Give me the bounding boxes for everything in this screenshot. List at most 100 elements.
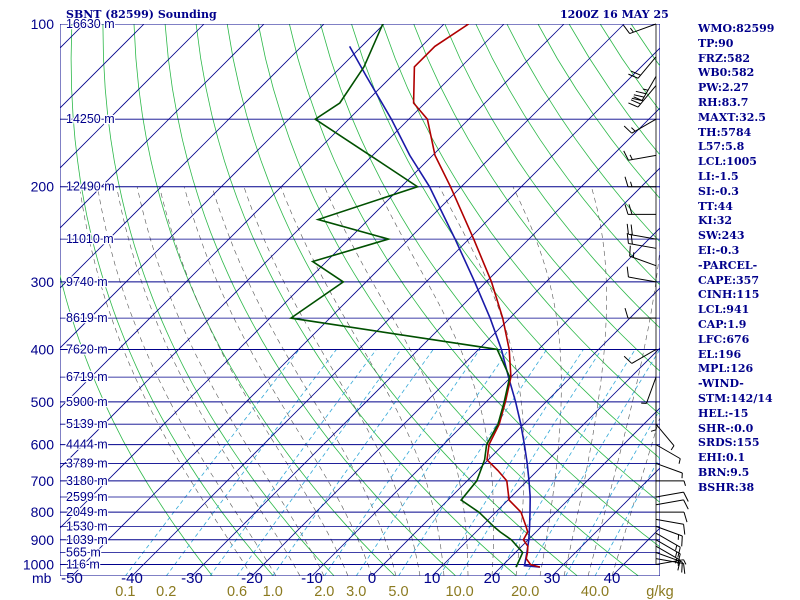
- mixing-ratio-line: [398, 349, 548, 576]
- index-item: LFC:676: [698, 332, 750, 346]
- index-item: CINH:115: [698, 288, 760, 302]
- mixing-ratio-line: [524, 349, 660, 576]
- index-item: WB0:582: [698, 66, 755, 80]
- pressure-label: 200: [31, 179, 55, 195]
- moist-adiabat: [136, 186, 325, 576]
- height-label: 9740 m: [66, 275, 108, 289]
- pressure-label: 400: [31, 341, 55, 357]
- barb-flag: [626, 266, 629, 278]
- barb-half-flag: [642, 88, 649, 91]
- dry-adiabat: [70, 24, 274, 576]
- barb-flag: [629, 245, 631, 257]
- barb-flag: [630, 233, 633, 245]
- mixing-ratio-label: 20.0: [511, 584, 539, 600]
- wind-barb: [623, 349, 657, 364]
- barb-flag: [677, 553, 681, 565]
- wind-barb: [655, 518, 686, 535]
- height-label: 11010 m: [66, 232, 114, 246]
- barb-shaft: [628, 242, 657, 249]
- mixing-ratio-line: [124, 349, 300, 576]
- wind-barb: [655, 499, 689, 510]
- barb-flag: [631, 97, 643, 102]
- barb-shaft: [655, 525, 683, 537]
- pressure-unit-label: mb: [32, 570, 52, 586]
- parcel-trace: [348, 46, 540, 568]
- dry-adiabat: [102, 24, 335, 576]
- barb-shaft: [655, 423, 675, 446]
- index-item: TT:44: [698, 199, 733, 213]
- barb-flag: [624, 204, 629, 215]
- mixing-ratio-line: [165, 349, 337, 576]
- barb-flag: [628, 204, 633, 215]
- isotherm: [131, 47, 660, 576]
- index-item: SI:-0.3: [698, 184, 739, 198]
- mixing-ratio-label: 3.0: [346, 584, 366, 600]
- height-label: 6719 m: [66, 370, 108, 384]
- barb-flag: [624, 307, 629, 319]
- height-label: 3180 m: [66, 474, 108, 488]
- wind-barb: [623, 118, 657, 134]
- barb-shaft: [637, 85, 657, 108]
- height-label: 4444 m: [66, 438, 108, 452]
- barb-shaft: [628, 154, 657, 161]
- temperature-tick-label: -20: [241, 570, 263, 587]
- barb-half-flag: [670, 445, 675, 451]
- barb-half-flag: [683, 480, 686, 486]
- mixing-ratio-label: 0.2: [156, 584, 176, 600]
- barb-shaft: [628, 276, 657, 283]
- barb-shaft: [655, 552, 683, 563]
- wind-barb: [655, 545, 681, 571]
- wind-barb: [626, 266, 657, 283]
- mixing-ratio-label: 40.0: [581, 584, 609, 600]
- moist-adiabat: [611, 416, 660, 576]
- barb-flag: [677, 547, 681, 558]
- barb-shaft: [655, 539, 681, 555]
- sounding-time: 1200Z 16 MAY 25: [560, 8, 669, 21]
- dry-adiabat: [475, 24, 660, 286]
- barb-half-flag: [675, 545, 678, 551]
- wind-barb: [641, 376, 657, 404]
- height-label: 565 m: [66, 546, 101, 560]
- barb-flag: [624, 176, 629, 187]
- isotherm: [311, 227, 660, 576]
- mixing-ratio-line: [459, 349, 602, 576]
- wind-barb: [624, 307, 656, 319]
- barb-flag: [635, 90, 647, 95]
- pressure-label: 1000: [23, 557, 54, 573]
- barb-flag: [626, 233, 629, 244]
- wind-barb: [655, 491, 689, 502]
- barb-flag: [683, 512, 688, 523]
- temperature-tick-label: -10: [301, 570, 323, 587]
- height-label: 5139 m: [66, 417, 108, 431]
- index-item: LI:-1.5: [698, 169, 739, 183]
- index-item: SW:243: [698, 229, 745, 243]
- index-item: L57:5.8: [698, 140, 745, 154]
- mixing-ratio-label: 2.0: [314, 584, 334, 600]
- mixing-ratio-line: [594, 456, 660, 576]
- height-label: 2599 m: [66, 490, 108, 504]
- isotherm: [491, 407, 660, 576]
- isotherm: [60, 24, 565, 529]
- dry-adiabat: [413, 24, 660, 372]
- barb-half-flag: [678, 458, 681, 464]
- mixing-ratio-line: [355, 349, 510, 576]
- moist-adiabat: [159, 186, 349, 576]
- isotherm: [71, 24, 625, 576]
- isotherm: [431, 347, 660, 576]
- isotherm: [191, 107, 660, 576]
- index-item: -WIND-: [698, 377, 744, 391]
- pressure-label: 300: [31, 274, 55, 290]
- moist-adiabat: [243, 186, 421, 576]
- barb-shaft: [641, 76, 657, 101]
- barb-shaft: [655, 491, 684, 498]
- height-label: 7620 m: [66, 342, 108, 356]
- barb-half-flag: [675, 551, 678, 558]
- height-label: 3789 m: [66, 456, 108, 470]
- isotherm: [60, 24, 325, 289]
- moist-adiabat: [79, 186, 253, 576]
- dry-adiabat: [320, 24, 660, 503]
- isotherm: [60, 24, 385, 349]
- wind-barb: [629, 245, 657, 267]
- wind-barb: [624, 204, 656, 215]
